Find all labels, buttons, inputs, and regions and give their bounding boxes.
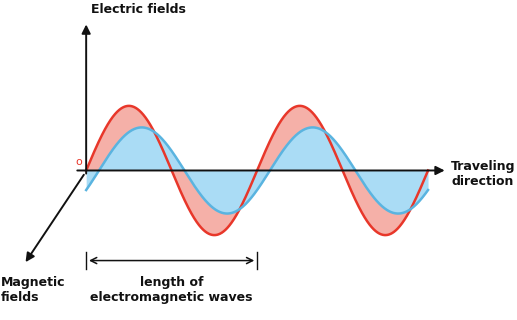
Text: Traveling
direction: Traveling direction xyxy=(451,160,516,188)
Text: Magnetic
fields: Magnetic fields xyxy=(1,276,65,304)
Text: length of
electromagnetic waves: length of electromagnetic waves xyxy=(90,276,253,304)
Text: o: o xyxy=(76,156,83,167)
Text: Electric fields: Electric fields xyxy=(91,3,186,16)
